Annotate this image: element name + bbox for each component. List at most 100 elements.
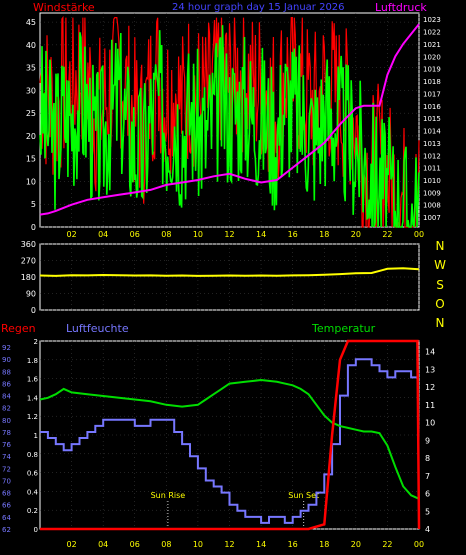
humidity-tick-label: 86 [2,380,11,388]
graph-title: 24 hour graph day 15 Januar 2026 [172,2,345,13]
humidity-tick-label: 70 [2,477,11,485]
humidity-tick-label: 64 [2,514,11,522]
humidity-tick-label: 78 [2,429,11,437]
rain-tick-label: 0.2 [27,507,38,515]
time-tick-label: 10 [193,540,203,549]
pressure-tick-label: 1010 [423,177,441,185]
pressure-tick-label: 1023 [423,16,441,24]
rain-tick-label: 1.8 [27,357,38,365]
direction-tick-label: 180 [21,273,36,282]
time-tick-label: 04 [98,540,108,549]
time-tick-label: 14 [256,230,266,239]
wind-tick-label: 15 [26,155,36,164]
time-tick-label: 04 [98,230,108,239]
humidity-axis-label: Luftfeuchte [66,322,129,335]
wind-tick-label: 35 [26,64,36,73]
pressure-tick-label: 1022 [423,29,441,37]
humidity-tick-label: 90 [2,356,11,364]
compass-label-o: O [435,297,444,311]
temperature-tick-label: 6 [425,490,430,499]
rain-tick-label: 2 [34,338,38,346]
time-tick-label: 14 [256,540,266,549]
rain-axis-label: Regen [1,322,36,335]
time-tick-label: 06 [130,540,140,549]
humidity-line [40,358,419,524]
wind-tick-label: 5 [31,200,36,209]
time-tick-label: 10 [193,230,203,239]
wind-axis-label: Windstärke [33,1,95,14]
time-tick-label: 08 [161,230,171,239]
humidity-tick-label: 72 [2,465,11,473]
pressure-tick-label: 1020 [423,53,441,61]
sun-marker-label: Sun Rise [151,491,186,500]
humidity-tick-label: 88 [2,368,11,376]
time-tick-label: 22 [382,230,392,239]
rain-tick-label: 1 [34,432,38,440]
temperature-tick-label: 5 [425,507,430,516]
pressure-tick-label: 1015 [423,115,441,123]
rain-tick-label: 1.6 [27,376,39,384]
temperature-tick-label: 7 [425,472,430,481]
temperature-line [39,378,420,500]
pressure-tick-label: 1013 [423,140,441,148]
time-tick-label: 12 [224,230,234,239]
pressure-tick-label: 1012 [423,152,441,160]
wind-tick-label: 20 [26,132,36,141]
humidity-tick-label: 84 [2,393,11,401]
humidity-tick-label: 80 [2,417,11,425]
temperature-tick-label: 4 [425,525,430,534]
time-tick-label: 02 [66,230,76,239]
humidity-tick-label: 74 [2,453,11,461]
pressure-tick-label: 1008 [423,202,441,210]
rain-tick-label: 1.2 [27,413,38,421]
temperature-tick-label: 12 [425,383,435,392]
compass-label-n-top: N [436,239,445,253]
time-tick-label: 18 [319,230,329,239]
pressure-axis-label: Luftdruck [375,1,427,14]
pressure-tick-label: 1007 [423,214,441,222]
direction-tick-label: 270 [21,257,36,266]
pressure-tick-label: 1018 [423,78,441,86]
direction-tick-label: 0 [31,306,36,315]
rain-tick-label: 0 [34,526,38,534]
compass-label-s: S [436,278,444,292]
rain-tick-label: 0.8 [27,451,38,459]
time-tick-label: 16 [288,540,298,549]
time-tick-label: 06 [130,230,140,239]
wind-avg-line [39,25,420,228]
time-tick-label: 20 [351,230,361,239]
pressure-tick-label: 1009 [423,189,441,197]
pressure-tick-label: 1016 [423,103,441,111]
wind-tick-label: 10 [26,177,36,186]
rain-tick-label: 1.4 [27,394,39,402]
wind-tick-label: 45 [26,18,36,27]
time-tick-label: 20 [351,540,361,549]
time-tick-label: 22 [382,540,392,549]
time-tick-label: 02 [66,540,76,549]
temperature-tick-label: 8 [425,454,430,463]
pressure-tick-label: 1021 [423,41,441,49]
pressure-line [39,23,420,216]
temperature-tick-label: 9 [425,436,430,445]
pressure-tick-label: 1017 [423,90,441,98]
pressure-tick-label: 1011 [423,165,441,173]
humidity-tick-label: 82 [2,405,11,413]
direction-tick-label: 360 [21,240,36,249]
rain-tick-label: 0.6 [27,470,39,478]
humidity-tick-label: 76 [2,441,11,449]
pressure-tick-label: 1014 [423,128,441,136]
sun-marker-label: Sun Set [288,491,319,500]
temperature-tick-label: 10 [425,419,435,428]
humidity-tick-label: 62 [2,526,11,534]
temperature-tick-label: 11 [425,401,435,410]
rain-humidity-temperature-chart: 00.20.40.60.811.21.41.61.826264666870727… [2,338,435,549]
rain-line [40,339,421,531]
time-tick-label: 00 [414,230,424,239]
compass-label-w: W [434,258,446,272]
time-tick-label: 18 [319,540,329,549]
direction-line [39,267,420,277]
wind-direction-chart: 0 90 180 270 360 [21,240,420,315]
direction-tick-label: 90 [26,290,36,299]
pressure-tick-label: 1019 [423,66,441,74]
